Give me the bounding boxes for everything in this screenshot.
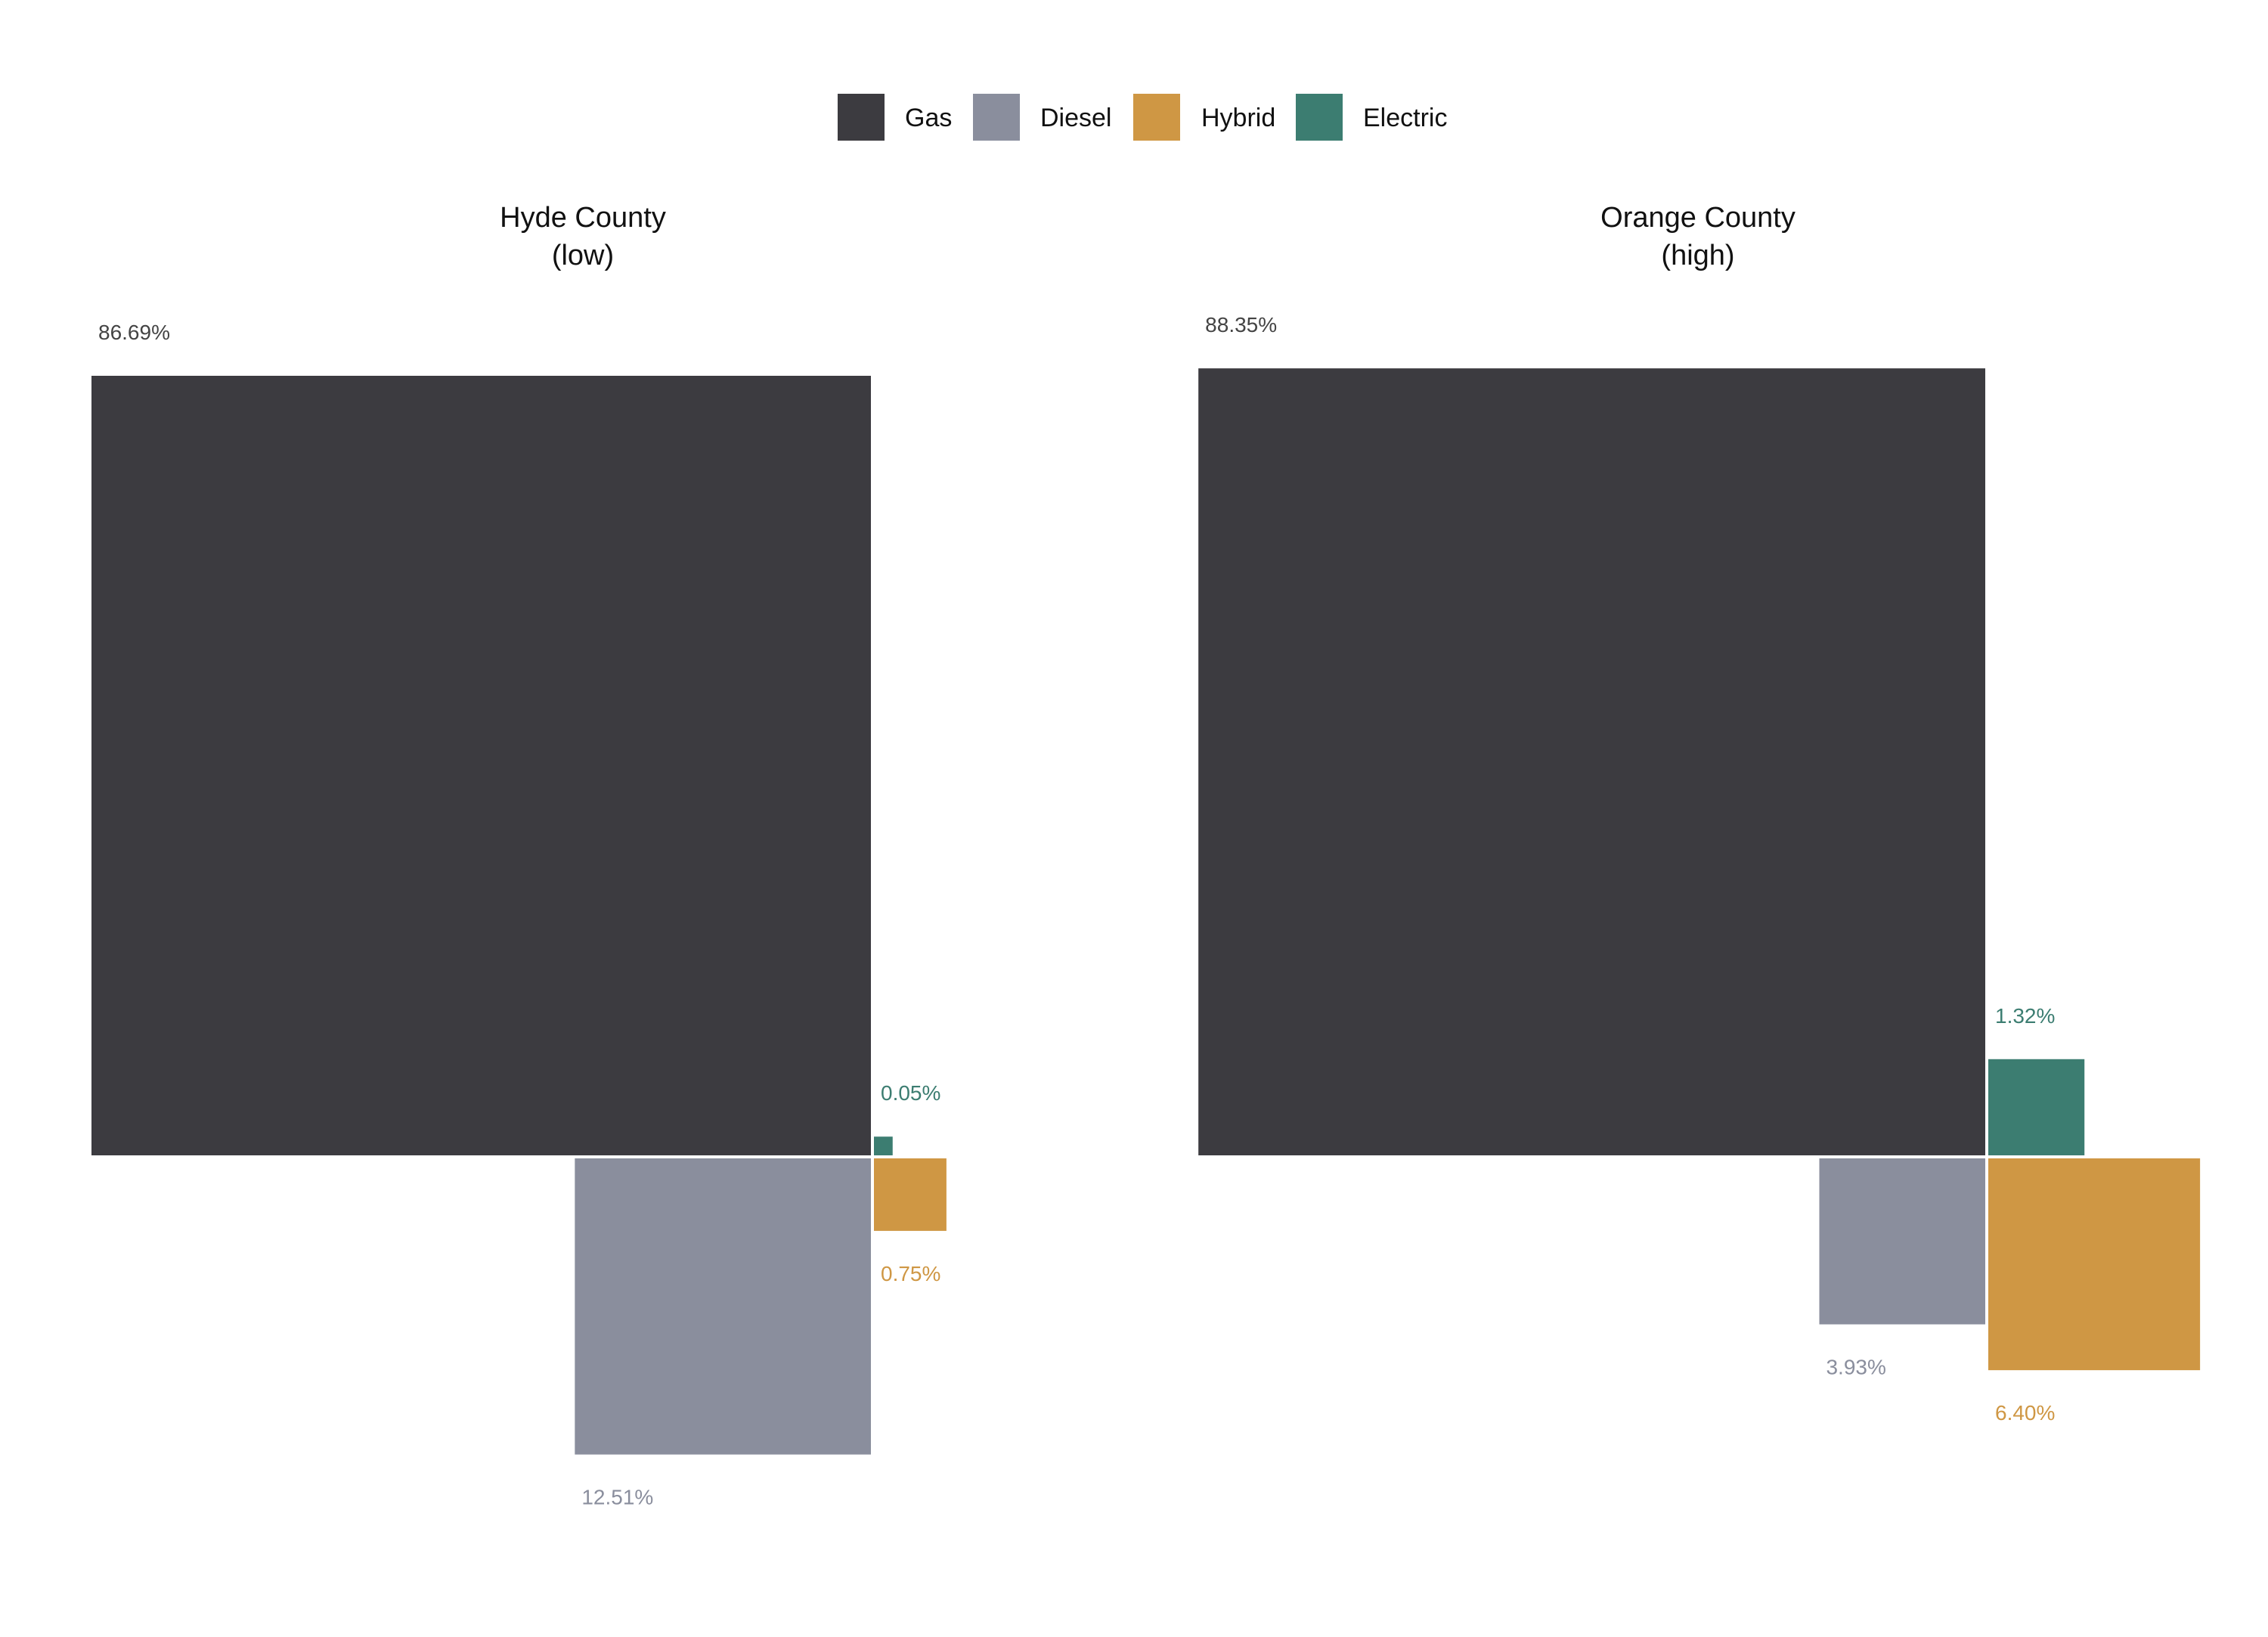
panel-title-hyde-county: Hyde County	[500, 202, 666, 234]
legend: Gas Diesel Hybrid Electric	[838, 94, 1447, 141]
value-label-hyde-county-diesel: 12.51%	[581, 1486, 653, 1509]
value-label-orange-county-diesel: 3.93%	[1826, 1356, 1885, 1379]
value-label-hyde-county-hybrid: 0.75%	[881, 1262, 940, 1285]
value-label-orange-county-electric: 1.32%	[1995, 1004, 2055, 1028]
legend-swatch-hybrid	[1133, 94, 1180, 141]
panel-orange-county: Orange County (high) 88.35% 3.93% 6.40% 1.32%	[1198, 202, 2201, 1425]
square-orange-county-electric	[1988, 1059, 2085, 1155]
panel-hyde-county: Hyde County (low) 86.69% 12.51% 0.75% 0.05%	[91, 202, 947, 1509]
value-label-orange-county-hybrid: 6.40%	[1995, 1401, 2055, 1425]
legend-label-hybrid: Hybrid	[1201, 104, 1275, 132]
square-hyde-county-hybrid	[874, 1158, 947, 1231]
square-orange-county-hybrid	[1988, 1158, 2201, 1371]
panel-subtitle-orange-county: (high)	[1661, 240, 1734, 271]
square-orange-county-gas	[1198, 368, 1985, 1155]
legend-label-gas: Gas	[905, 104, 952, 132]
legend-label-diesel: Diesel	[1040, 104, 1111, 132]
value-label-hyde-county-electric: 0.05%	[881, 1081, 940, 1105]
legend-label-electric: Electric	[1363, 104, 1447, 132]
legend-swatch-diesel	[973, 94, 1020, 141]
square-hyde-county-electric	[874, 1136, 893, 1155]
value-label-orange-county-gas: 88.35%	[1205, 313, 1277, 336]
legend-swatch-electric	[1296, 94, 1343, 141]
value-label-hyde-county-gas: 86.69%	[98, 321, 170, 344]
legend-swatch-gas	[838, 94, 885, 141]
square-hyde-county-gas	[91, 376, 871, 1155]
panel-title-orange-county: Orange County	[1600, 202, 1796, 234]
square-hyde-county-diesel	[575, 1158, 871, 1455]
square-orange-county-diesel	[1819, 1158, 1985, 1325]
panel-subtitle-hyde-county: (low)	[552, 240, 614, 271]
